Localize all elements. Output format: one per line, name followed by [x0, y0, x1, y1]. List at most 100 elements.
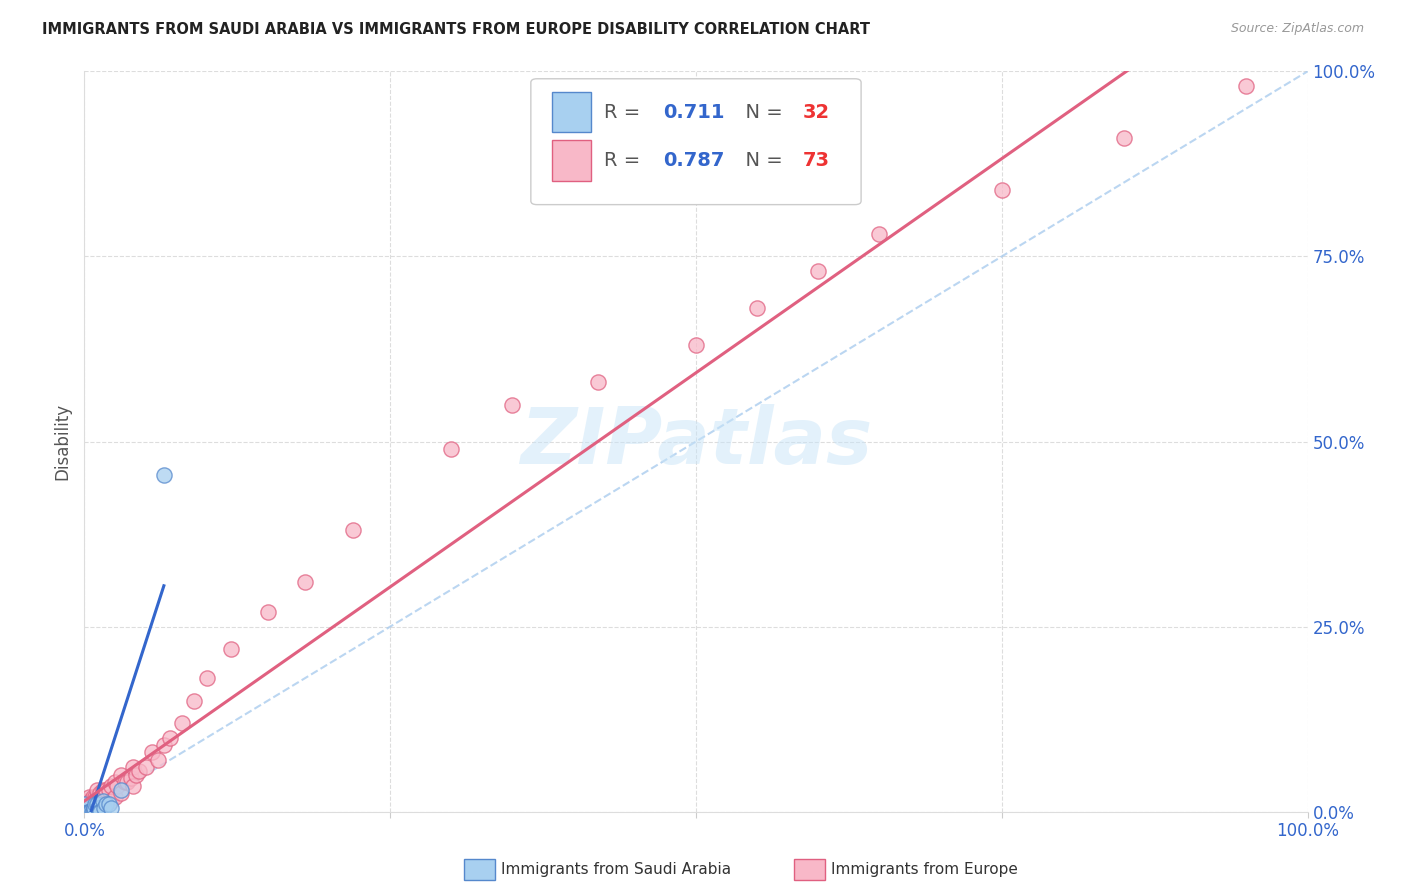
- Point: [82, 789, 104, 804]
- Text: R =: R =: [605, 103, 647, 121]
- Point: [73, 805, 96, 819]
- Point: [80, 805, 103, 819]
- Text: 73: 73: [803, 151, 830, 169]
- Point: [110, 767, 132, 781]
- Point: [73, 805, 96, 819]
- Text: N =: N =: [733, 103, 789, 121]
- Point: [73, 805, 96, 819]
- Point: [93, 789, 115, 804]
- Point: [73, 797, 96, 812]
- Point: [83, 805, 105, 819]
- Point: [294, 575, 316, 590]
- Point: [84, 797, 107, 812]
- Point: [342, 524, 364, 538]
- Point: [82, 797, 104, 812]
- Text: Immigrants from Europe: Immigrants from Europe: [831, 863, 1018, 877]
- Point: [93, 801, 115, 815]
- Text: Source: ZipAtlas.com: Source: ZipAtlas.com: [1230, 22, 1364, 36]
- Point: [115, 775, 138, 789]
- Point: [86, 789, 108, 804]
- Point: [73, 805, 96, 819]
- Point: [110, 782, 132, 797]
- Point: [77, 805, 100, 819]
- Point: [1236, 79, 1258, 94]
- Text: 32: 32: [803, 103, 830, 121]
- Point: [135, 760, 157, 774]
- Point: [97, 794, 120, 808]
- Y-axis label: Disability: Disability: [53, 403, 72, 480]
- Point: [80, 805, 103, 819]
- Point: [100, 794, 122, 808]
- Point: [91, 797, 114, 812]
- Point: [73, 805, 96, 819]
- Point: [73, 797, 96, 812]
- Point: [440, 442, 463, 456]
- Point: [77, 801, 100, 815]
- FancyBboxPatch shape: [531, 78, 860, 204]
- Point: [83, 805, 105, 819]
- FancyBboxPatch shape: [551, 140, 591, 180]
- Point: [153, 738, 176, 752]
- Point: [77, 805, 100, 819]
- Point: [83, 797, 105, 812]
- Point: [89, 801, 111, 815]
- Point: [73, 805, 96, 819]
- Point: [77, 805, 100, 819]
- Point: [257, 605, 280, 619]
- Point: [73, 805, 96, 819]
- Point: [80, 794, 103, 808]
- Point: [100, 779, 122, 793]
- Point: [869, 227, 891, 242]
- Point: [104, 775, 127, 789]
- Point: [73, 805, 96, 819]
- Point: [84, 801, 107, 815]
- Point: [991, 183, 1014, 197]
- Text: 0.711: 0.711: [664, 103, 724, 121]
- Point: [153, 467, 176, 482]
- Point: [90, 789, 112, 804]
- Point: [104, 789, 127, 804]
- Point: [114, 775, 136, 789]
- Point: [73, 805, 96, 819]
- Point: [77, 797, 100, 812]
- Point: [141, 746, 163, 760]
- Point: [105, 779, 128, 793]
- Text: IMMIGRANTS FROM SAUDI ARABIA VS IMMIGRANTS FROM EUROPE DISABILITY CORRELATION CH: IMMIGRANTS FROM SAUDI ARABIA VS IMMIGRAN…: [42, 22, 870, 37]
- Text: ZIPatlas: ZIPatlas: [520, 403, 872, 480]
- Point: [159, 731, 181, 745]
- Point: [73, 805, 96, 819]
- Point: [110, 786, 132, 800]
- Point: [77, 789, 100, 804]
- Point: [87, 801, 110, 815]
- Point: [79, 801, 101, 815]
- Point: [1114, 131, 1136, 145]
- Point: [73, 805, 96, 819]
- Point: [97, 797, 120, 812]
- Point: [96, 782, 118, 797]
- Point: [807, 264, 830, 278]
- Point: [183, 694, 205, 708]
- Point: [86, 797, 108, 812]
- Point: [146, 753, 169, 767]
- Point: [86, 782, 108, 797]
- Point: [586, 376, 609, 390]
- Text: Immigrants from Saudi Arabia: Immigrants from Saudi Arabia: [501, 863, 731, 877]
- Point: [195, 672, 218, 686]
- Point: [73, 805, 96, 819]
- Point: [87, 805, 110, 819]
- Point: [128, 764, 150, 778]
- Point: [685, 338, 707, 352]
- Point: [97, 782, 120, 797]
- Point: [89, 786, 111, 800]
- Point: [120, 772, 142, 786]
- Point: [122, 779, 145, 793]
- Point: [125, 767, 148, 781]
- Point: [73, 801, 96, 815]
- Point: [122, 760, 145, 774]
- Point: [94, 786, 117, 800]
- Point: [172, 715, 194, 730]
- Point: [82, 805, 104, 819]
- Point: [502, 397, 524, 411]
- Point: [79, 794, 101, 808]
- Point: [86, 797, 108, 812]
